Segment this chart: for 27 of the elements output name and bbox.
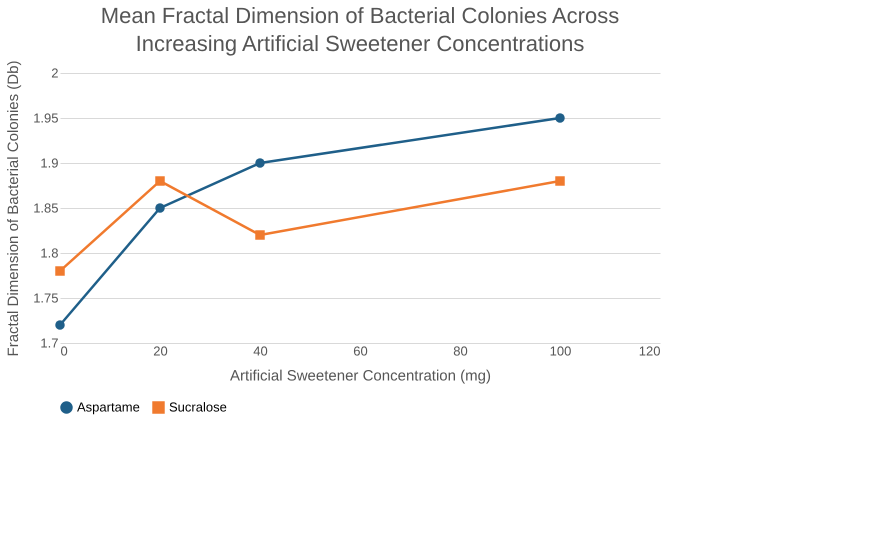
point bbox=[255, 230, 265, 240]
x-tick-label: 120 bbox=[638, 344, 660, 358]
x-tick-label: 40 bbox=[253, 344, 268, 358]
x-tick-label: 60 bbox=[353, 344, 368, 358]
y-axis-title: Fractal Dimension of Bacterial Colonies (Db) bbox=[5, 60, 22, 356]
y-tick-label: 2 bbox=[51, 66, 58, 80]
y-tick-label: 1.95 bbox=[33, 110, 58, 126]
y-tick-label: 1.7 bbox=[40, 336, 58, 350]
legend-label: Aspartame bbox=[77, 400, 140, 415]
chart-title: Mean Fractal Dimension of Bacterial Colonies Across Increasing Artificial Sweetener Concentrations bbox=[100, 3, 620, 56]
point bbox=[155, 176, 165, 186]
x-tick-label: 100 bbox=[550, 344, 572, 358]
x-tick-label: 20 bbox=[153, 344, 168, 358]
point bbox=[255, 158, 265, 168]
legend-label: Sucralose bbox=[169, 400, 227, 415]
y-tick-label: 1.9 bbox=[40, 156, 58, 170]
x-tick-label: 0 bbox=[60, 344, 68, 358]
point bbox=[555, 113, 565, 123]
y-tick-label: 1.8 bbox=[40, 246, 58, 260]
y-tick-label: 1.85 bbox=[33, 200, 58, 216]
point bbox=[155, 203, 165, 213]
y-tick-label: 1.75 bbox=[33, 290, 58, 306]
point bbox=[55, 266, 65, 276]
x-axis-title: Artificial Sweetener Concentration (mg) bbox=[230, 368, 491, 384]
x-tick-label: 80 bbox=[453, 344, 468, 358]
point bbox=[555, 176, 565, 186]
point bbox=[55, 320, 65, 330]
